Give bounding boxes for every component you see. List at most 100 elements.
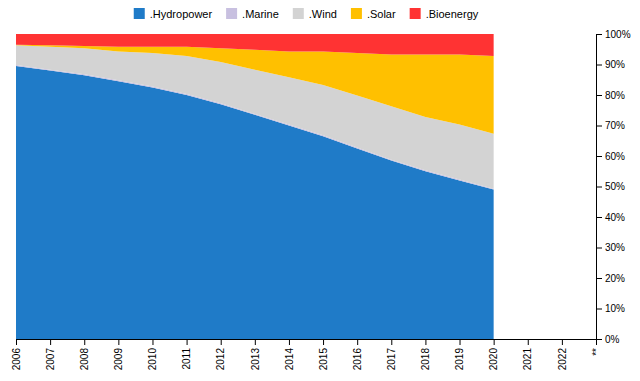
x-tick-label: 2015: [318, 348, 329, 371]
y-tick-label: 10%: [605, 303, 625, 314]
x-tick-label: 2016: [352, 348, 363, 371]
x-tick-label: 2014: [284, 348, 295, 371]
x-tick-mark: [562, 339, 563, 345]
y-tick-mark: [596, 278, 602, 279]
x-tick-mark: [357, 339, 358, 345]
x-tick: 2015: [318, 339, 329, 370]
x-tick-label: 2012: [215, 348, 226, 371]
x-tick-label: 2017: [386, 348, 397, 371]
x-axis: 2006200720082009201020112012201320142015…: [11, 339, 602, 370]
x-tick: 2021: [522, 339, 533, 370]
y-tick-mark: [596, 126, 602, 127]
legend-item: .Marine: [226, 8, 279, 20]
x-tick-mark: [50, 339, 51, 345]
x-tick: 2019: [454, 339, 465, 370]
y-tick: 80%: [596, 90, 625, 101]
y-tick-label: 60%: [605, 151, 625, 162]
area: [16, 34, 494, 56]
x-tick-label: 2022: [557, 348, 568, 371]
x-tick-label: **: [591, 348, 602, 356]
x-tick: **: [591, 339, 602, 356]
x-tick: 2014: [284, 339, 295, 370]
x-tick: 2013: [250, 339, 261, 370]
x-tick-mark: [323, 339, 324, 345]
y-tick: 10%: [596, 303, 625, 314]
legend-label: .Wind: [309, 8, 337, 20]
x-tick: 2020: [488, 339, 499, 370]
legend-item: .Solar: [351, 8, 396, 20]
legend-label: .Solar: [367, 8, 396, 20]
x-tick-mark: [528, 339, 529, 345]
x-tick-mark: [16, 339, 17, 345]
y-tick-mark: [596, 187, 602, 188]
x-tick-mark: [494, 339, 495, 345]
legend-item: .Bioenergy: [410, 8, 479, 20]
y-tick: 100%: [596, 29, 631, 40]
y-tick-label: 0%: [605, 334, 620, 345]
y-tick-mark: [596, 248, 602, 249]
y-tick: 70%: [596, 120, 625, 131]
x-tick-mark: [289, 339, 290, 345]
x-tick: 2011: [181, 339, 192, 370]
y-tick: 20%: [596, 273, 625, 284]
x-tick-mark: [221, 339, 222, 345]
x-tick-label: 2010: [147, 348, 158, 371]
x-tick: 2018: [420, 339, 431, 370]
y-tick-mark: [596, 156, 602, 157]
x-tick-mark: [84, 339, 85, 345]
x-tick-label: 2018: [420, 348, 431, 371]
x-tick-mark: [187, 339, 188, 345]
y-tick: 30%: [596, 242, 625, 253]
x-tick-mark: [391, 339, 392, 345]
x-tick-mark: [425, 339, 426, 345]
x-tick: 2017: [386, 339, 397, 370]
y-tick-mark: [596, 339, 602, 340]
legend-label: .Hydropower: [150, 8, 213, 20]
x-tick-label: 2011: [181, 348, 192, 370]
x-tick-mark: [152, 339, 153, 345]
x-tick: 2010: [147, 339, 158, 370]
x-tick-label: 2021: [522, 348, 533, 371]
y-tick-label: 20%: [605, 273, 625, 284]
legend-item: .Hydropower: [134, 8, 213, 20]
legend-swatch: [410, 8, 421, 19]
y-tick-label: 40%: [605, 212, 625, 223]
x-tick-mark: [460, 339, 461, 345]
x-tick: 2006: [11, 339, 22, 370]
y-tick-label: 70%: [605, 120, 625, 131]
x-tick-label: 2020: [488, 348, 499, 371]
y-tick-label: 80%: [605, 90, 625, 101]
x-tick-label: 2006: [11, 348, 22, 371]
y-tick-mark: [596, 217, 602, 218]
y-tick: 40%: [596, 212, 625, 223]
y-tick-label: 90%: [605, 59, 625, 70]
y-tick-mark: [596, 309, 602, 310]
x-tick-label: 2007: [45, 348, 56, 371]
y-tick-label: 100%: [605, 29, 631, 40]
area: [16, 45, 494, 188]
legend: .Hydropower .Marine .Wind .Solar .Bioenergy: [134, 8, 479, 20]
legend-swatch: [351, 8, 362, 19]
y-tick-mark: [596, 95, 602, 96]
x-axis-line: [17, 339, 597, 340]
area: [16, 45, 494, 134]
y-axis: 0% 10% 20% 30% 40% 50% 60% 70% 80% 90% 100%: [596, 29, 631, 345]
legend-label: .Bioenergy: [426, 8, 479, 20]
y-tick: 50%: [596, 181, 625, 192]
x-tick: 2022: [557, 339, 568, 370]
x-tick-label: 2009: [113, 348, 124, 371]
y-tick-label: 50%: [605, 181, 625, 192]
x-tick: 2007: [45, 339, 56, 370]
x-tick-mark: [118, 339, 119, 345]
x-tick-label: 2019: [454, 348, 465, 371]
legend-swatch: [134, 8, 145, 19]
legend-swatch: [226, 8, 237, 19]
areas: [16, 34, 494, 339]
plot: 2006200720082009201020112012201320142015…: [11, 29, 631, 371]
y-tick: 0%: [596, 334, 620, 345]
x-tick: 2016: [352, 339, 363, 370]
x-tick: 2009: [113, 339, 124, 370]
x-tick-label: 2013: [250, 348, 261, 371]
legend-label: .Marine: [242, 8, 279, 20]
legend-swatch: [293, 8, 304, 19]
